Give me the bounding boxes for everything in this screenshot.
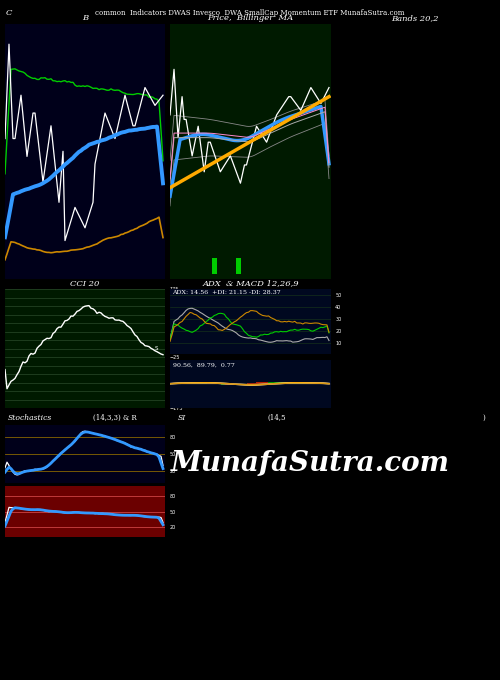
Bar	[274, 382, 276, 384]
Bar	[226, 384, 228, 385]
Bar	[224, 384, 226, 385]
Bar	[268, 382, 270, 384]
Bar	[193, 383, 195, 384]
Bar	[232, 384, 234, 386]
Text: MunafaSutra.com: MunafaSutra.com	[170, 450, 450, 477]
Bar	[296, 383, 298, 384]
Bar	[236, 258, 241, 274]
Bar	[280, 382, 281, 384]
Bar	[270, 381, 272, 384]
Text: (14,5: (14,5	[268, 414, 286, 422]
Text: (14,3,3) & R: (14,3,3) & R	[93, 414, 137, 422]
Bar	[298, 383, 300, 384]
Bar	[203, 383, 205, 384]
Text: C: C	[6, 9, 12, 17]
Bar	[278, 382, 280, 384]
Bar	[300, 383, 302, 384]
Bar	[191, 383, 193, 384]
Text: common  Indicators DWAS Invesco  DWA SmallCap Momentum ETF MunafaSutra.com: common Indicators DWAS Invesco DWA Small…	[95, 9, 405, 17]
Bar	[284, 382, 286, 384]
Text: S: S	[155, 346, 158, 351]
Bar	[264, 382, 266, 384]
Bar	[197, 383, 199, 384]
Bar	[250, 383, 252, 384]
Bar	[195, 383, 197, 384]
Bar	[173, 383, 175, 384]
Text: ): )	[482, 414, 485, 422]
Bar	[254, 383, 256, 384]
Bar	[292, 383, 294, 384]
Bar	[260, 381, 262, 384]
Bar	[230, 384, 232, 386]
Text: ADX: 14.56  +DI: 21.15 -DI: 28.37: ADX: 14.56 +DI: 21.15 -DI: 28.37	[172, 290, 281, 295]
Bar	[294, 383, 296, 384]
Text: B: B	[82, 14, 88, 22]
Bar	[256, 382, 258, 384]
Text: Price,  Billinger  MA: Price, Billinger MA	[208, 14, 294, 22]
Text: CCI 20: CCI 20	[70, 279, 100, 288]
Text: SI: SI	[178, 414, 186, 422]
Bar	[262, 381, 264, 384]
Bar	[234, 384, 235, 385]
Text: 90.56,  89.79,  0.77: 90.56, 89.79, 0.77	[172, 362, 234, 367]
Bar	[258, 382, 260, 384]
Bar	[282, 382, 284, 384]
Bar	[288, 383, 290, 384]
Bar	[276, 382, 278, 384]
Bar	[252, 383, 254, 384]
Bar	[212, 258, 217, 274]
Text: Bands 20,2: Bands 20,2	[392, 14, 439, 22]
Bar	[290, 383, 292, 384]
Text: ADX  & MACD 12,26,9: ADX & MACD 12,26,9	[202, 279, 299, 288]
Text: Stochastics: Stochastics	[8, 414, 52, 422]
Bar	[266, 382, 268, 384]
Bar	[286, 382, 288, 384]
Bar	[272, 382, 274, 384]
Bar	[228, 384, 230, 385]
